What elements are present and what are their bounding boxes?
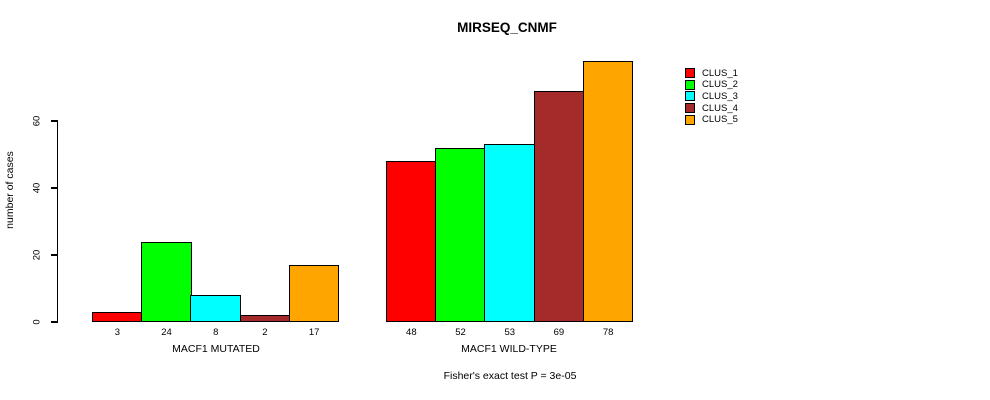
bar-clus_5-mutated — [288, 265, 340, 322]
bar-clus_1-wildtype — [386, 161, 437, 322]
y-axis-tick — [51, 254, 58, 256]
bar-value-label: 52 — [455, 326, 466, 338]
bar-clus_2-mutated — [141, 241, 192, 322]
legend-label: CLUS_2 — [702, 79, 738, 91]
bar-value-label: 24 — [161, 326, 172, 338]
legend-item-clus_1: CLUS_1 — [685, 67, 738, 79]
bar-value-label: 17 — [308, 326, 320, 338]
y-axis-line — [57, 121, 59, 322]
legend-swatch — [685, 68, 695, 78]
y-axis-tick — [51, 321, 58, 323]
bar-clus_4-mutated — [239, 315, 291, 322]
bar-clus_3-wildtype — [484, 144, 536, 322]
bar-value-label: 69 — [553, 326, 565, 338]
bar-clus_5-wildtype — [582, 60, 634, 322]
annotation-text: Fisher's exact test P = 3e-05 — [443, 370, 577, 382]
legend-item-clus_5: CLUS_5 — [685, 114, 738, 126]
group-label-mutated: MACF1 MUTATED — [172, 343, 260, 355]
legend-swatch — [685, 103, 695, 114]
chart-title: MIRSEQ_CNMF — [457, 20, 557, 35]
bar-clus_4-wildtype — [533, 90, 585, 322]
y-axis-tick-label: 20 — [31, 249, 43, 261]
bar-value-label: 48 — [406, 326, 417, 338]
legend-label: CLUS_1 — [702, 67, 738, 79]
legend-item-clus_4: CLUS_4 — [685, 102, 738, 114]
legend-item-clus_3: CLUS_3 — [685, 90, 738, 102]
bar-value-label: 2 — [262, 326, 268, 338]
y-axis-tick-label: 60 — [31, 115, 43, 127]
y-axis-tick-label: 40 — [31, 182, 43, 194]
y-axis-tick-label: 0 — [31, 319, 43, 325]
legend-swatch — [685, 114, 695, 125]
y-axis-tick — [51, 187, 58, 189]
legend-swatch — [685, 91, 695, 102]
legend-item-clus_2: CLUS_2 — [685, 79, 738, 91]
legend-label: CLUS_3 — [702, 90, 738, 102]
legend-label: CLUS_4 — [702, 102, 738, 114]
y-axis-label: number of cases — [4, 151, 16, 229]
bar-clus_2-wildtype — [435, 147, 486, 322]
bar-value-label: 53 — [504, 326, 516, 338]
bar-clus_3-mutated — [190, 295, 242, 322]
group-label-wildtype: MACF1 WILD-TYPE — [461, 343, 557, 355]
bar-value-label: 8 — [213, 326, 219, 338]
legend-label: CLUS_5 — [702, 114, 738, 126]
bar-value-label: 78 — [602, 326, 614, 338]
y-axis-tick — [51, 120, 58, 122]
bar-clus_1-mutated — [92, 311, 143, 322]
bar-value-label: 3 — [114, 326, 120, 338]
legend-swatch — [685, 79, 695, 90]
